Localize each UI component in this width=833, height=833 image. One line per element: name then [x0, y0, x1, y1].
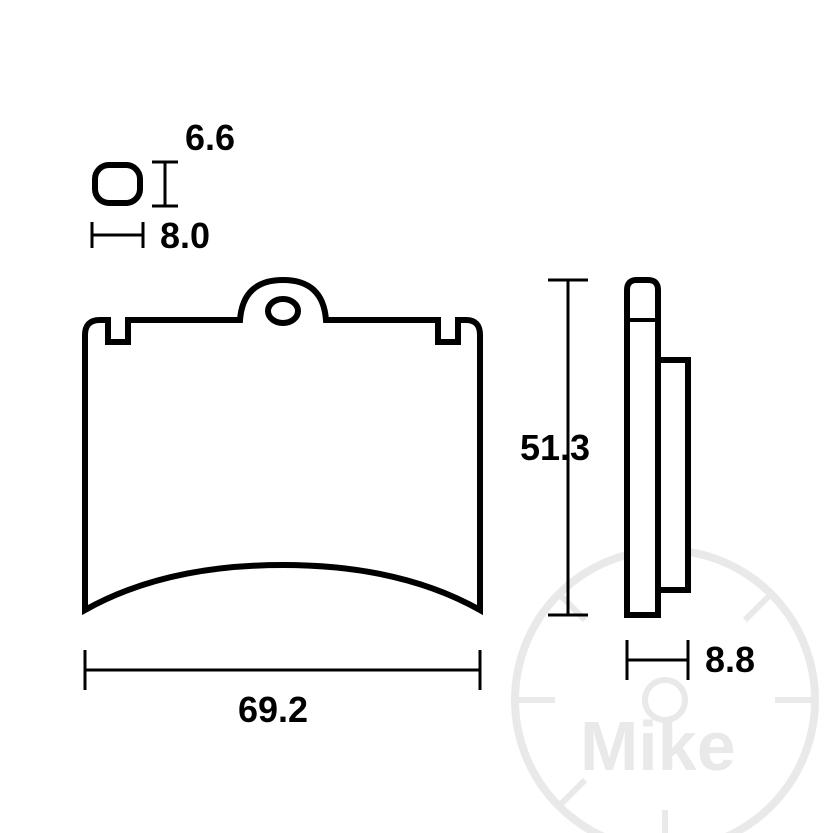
- drawing-canvas: Mike 6.6 8.0 69.2: [0, 0, 833, 833]
- pad-width-dimension: [85, 650, 480, 690]
- pad-width-label: 69.2: [238, 689, 308, 730]
- pad-thickness-dimension: [627, 640, 688, 680]
- watermark-label: Mike: [580, 707, 736, 785]
- pad-height-label: 51.3: [520, 427, 590, 468]
- pin-width-dimension: [92, 222, 143, 248]
- pin-shape: [95, 165, 140, 203]
- pin-width-label: 8.0: [160, 215, 210, 256]
- brake-pad-side: [627, 280, 688, 615]
- pad-thickness-label: 8.8: [705, 639, 755, 680]
- pin-height-dimension: [152, 162, 178, 206]
- pin-height-label: 6.6: [185, 117, 235, 158]
- brake-pad-front: [85, 280, 480, 610]
